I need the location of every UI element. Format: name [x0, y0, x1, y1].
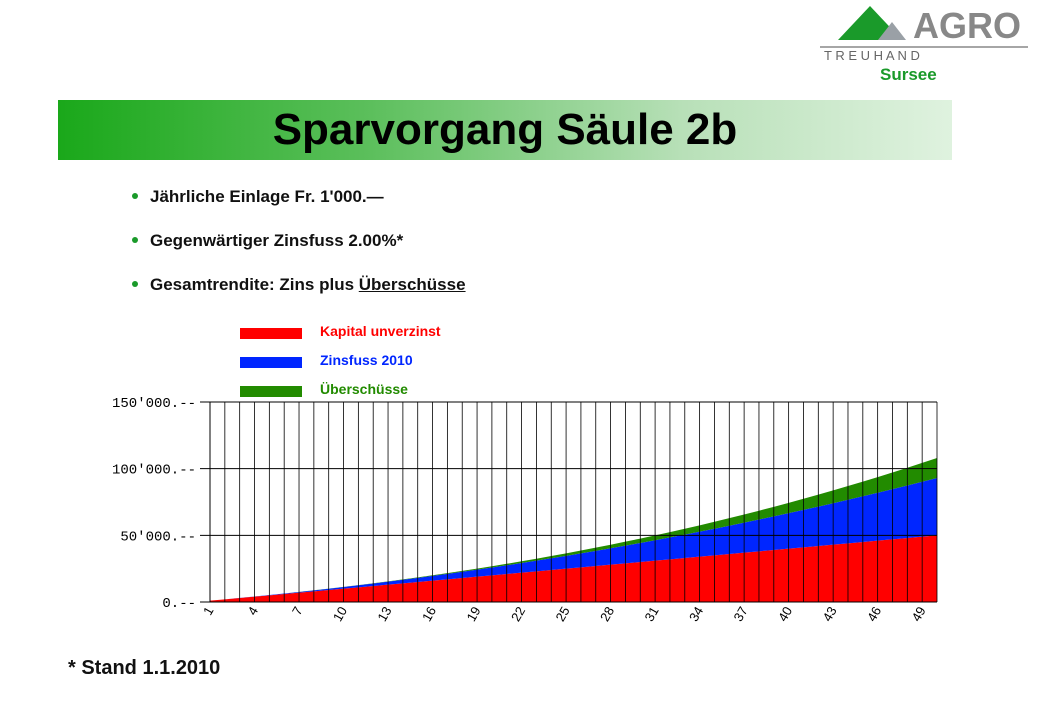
x-tick-label: 34	[686, 604, 706, 624]
x-tick-label: 25	[552, 604, 572, 624]
stacked-area-chart: 0.-- 50'000.-- 100'000.-- 150'000.-- 1 4 7 10 13…	[112, 396, 938, 624]
bullet-text: Jährliche Einlage Fr. 1'000.—	[150, 187, 384, 206]
x-tick-label: 31	[641, 604, 661, 624]
series-area-1	[210, 535, 937, 602]
logo-brand-text: AGRO	[913, 5, 1021, 46]
legend-swatch	[240, 386, 302, 397]
bullet-item: Jährliche Einlage Fr. 1'000.—	[132, 186, 466, 208]
x-tick-label: 40	[775, 604, 795, 624]
x-tick-label: 1	[200, 604, 217, 618]
bullet-item: Gegenwärtiger Zinsfuss 2.00%*	[132, 230, 466, 252]
legend-label: Überschüsse	[320, 381, 408, 397]
logo-graphic: AGRO T R E U H A N D Sursee	[820, 5, 1028, 84]
y-tick-label: 100'000.--	[112, 463, 196, 479]
x-tick-label: 37	[730, 604, 750, 624]
x-tick-label: 46	[864, 604, 884, 624]
legend-label: Zinsfuss 2010	[320, 352, 413, 368]
bullet-text: Gesamtrendite: Zins plus	[150, 275, 359, 294]
logo-location-text: Sursee	[880, 65, 937, 84]
bullet-dot-icon	[132, 192, 138, 199]
x-tick-label: 22	[508, 604, 528, 624]
x-tick-label: 19	[463, 604, 483, 624]
agro-treuhand-logo: AGRO T R E U H A N D Sursee	[818, 0, 1030, 92]
y-tick-label: 50'000.--	[120, 529, 196, 545]
legend-swatch	[240, 328, 302, 339]
bullet-dot-icon	[132, 236, 138, 243]
bullet-text-underlined: Überschüsse	[358, 275, 466, 294]
x-tick-label: 16	[419, 604, 439, 624]
bullet-text: Gegenwärtiger Zinsfuss 2.00%*	[150, 231, 404, 250]
series-area-2	[210, 478, 937, 601]
x-tick-label: 28	[597, 604, 617, 624]
bullet-item: Gesamtrendite: Zins plus Überschüsse	[132, 274, 466, 296]
x-tick-label: 13	[374, 604, 394, 624]
page-title: Sparvorgang Säule 2b	[272, 105, 738, 154]
x-tick-label: 43	[820, 604, 840, 624]
y-tick-label: 150'000.--	[112, 396, 196, 412]
x-tick-label: 4	[245, 604, 262, 618]
footnote: * Stand 1.1.2010	[68, 657, 221, 679]
x-tick-label: 7	[289, 604, 306, 618]
logo-triangle-grey	[878, 22, 906, 40]
legend-swatch	[240, 357, 302, 368]
y-tick-label: 0.--	[162, 596, 196, 612]
chart-plot-group: 0.-- 50'000.-- 100'000.-- 150'000.-- 1 4 7 10 13…	[112, 396, 938, 624]
bullet-list: Jährliche Einlage Fr. 1'000.— Gegenwärti…	[132, 186, 466, 318]
x-tick-label: 49	[909, 604, 929, 624]
bullet-dot-icon	[132, 280, 138, 287]
x-tick-label: 10	[330, 604, 350, 624]
legend-label: Kapital unverzinst	[320, 323, 441, 339]
title-banner	[58, 100, 952, 160]
logo-sub-text: T R E U H A N D	[824, 48, 920, 63]
